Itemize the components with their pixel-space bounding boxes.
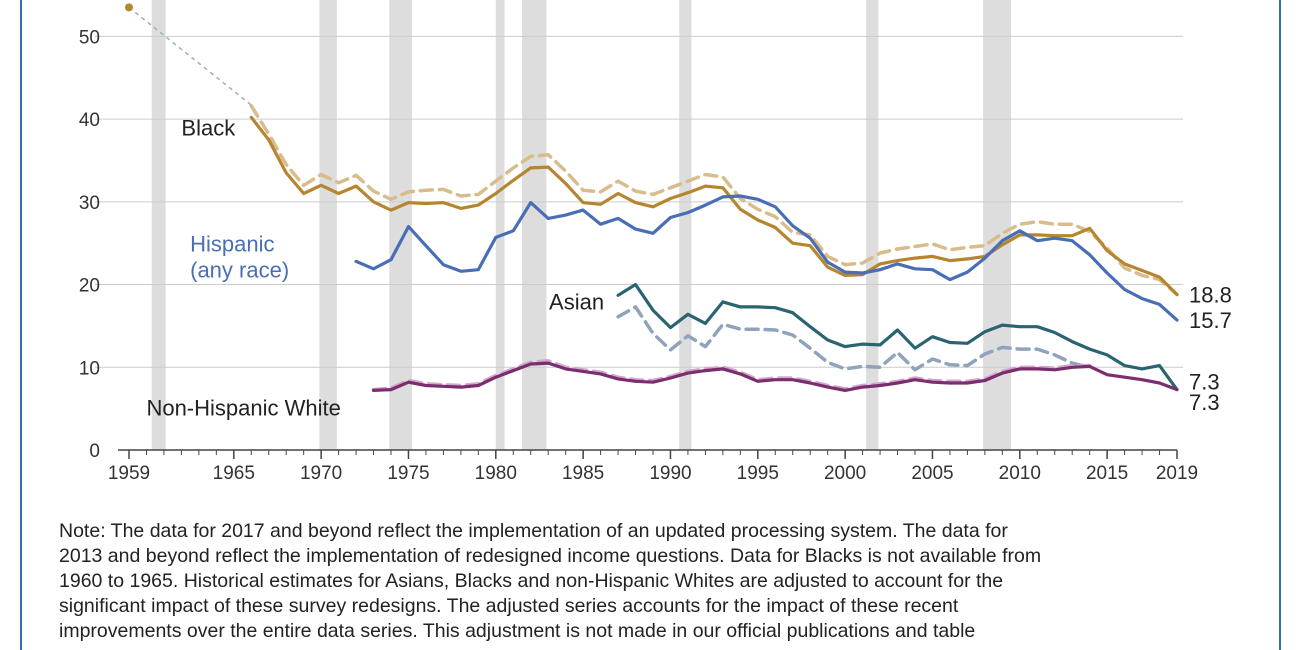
gridlines [95,35,1183,368]
series-line-asian-dashed [616,305,1092,372]
series-line-asian [616,282,1179,392]
x-tick-label: 2000 [824,463,866,484]
recession-band [151,0,166,450]
black-1959-point [125,3,133,12]
x-tick-label: 1959 [108,463,150,484]
recession-band [389,0,412,450]
end-value-label: 7.3 [1189,369,1220,394]
x-tick-label: 1965 [213,463,255,484]
x-tick-label: 1995 [737,463,779,484]
chart-note: Note: The data for 2017 and beyond refle… [59,520,1042,642]
right-frame-border [1279,0,1281,650]
y-tick-label: 40 [79,110,100,131]
x-tick-label: 2010 [999,463,1041,484]
x-tick-label: 2019 [1156,463,1198,484]
y-tick-label: 50 [79,27,100,48]
recession-band [319,0,337,450]
end-value-label: 7.3 [1189,390,1220,415]
x-tick-label: 1990 [649,463,691,484]
series-lines [125,3,1179,392]
recession-band [679,0,692,450]
axes: 0 10 20 30 40 50 1959 1965 1970 1975 1980 1985 1990 1… [79,27,1198,484]
poverty-rate-line-chart: 0 10 20 30 40 50 1959 1965 1970 1975 1980 1985 1990 1… [79,0,1232,484]
series-label-line: Non-Hispanic White [146,395,340,420]
recession-band [983,0,1012,450]
x-tick-label: 1985 [562,463,604,484]
series-label: Hispanic (any race) [190,231,289,282]
series-label-line: Hispanic [190,231,274,256]
series-line-black-dashed [249,104,1179,297]
left-frame-border [20,0,22,650]
series-line-hispanic [354,194,1179,322]
x-tick-label: 2015 [1086,463,1128,484]
series-label: Asian [549,289,604,314]
x-tick-label: 2005 [911,463,953,484]
recession-band [866,0,879,450]
x-tick-label: 1970 [300,463,342,484]
black-gap-dotted-line [128,6,252,106]
x-tick-label: 1975 [387,463,429,484]
y-tick-label: 10 [79,358,100,379]
y-tick-label: 20 [79,276,100,297]
series-label: Black [181,116,236,141]
series-label-line: Asian [549,289,604,314]
end-value-label: 18.8 [1189,282,1232,307]
series-labels: Black Hispanic (any race) Asian Non-Hispanic… [146,116,1231,421]
recession-band [522,0,547,450]
series-line-white [371,361,1179,392]
series-label-line: Black [181,116,236,141]
series-line-black [249,115,1179,297]
x-tick-label: 1980 [475,463,517,484]
series-label-line: (any race) [190,257,289,282]
y-tick-label: 30 [79,193,100,214]
y-tick-label: 0 [89,441,100,462]
recession-band [495,0,505,450]
end-value-label: 15.7 [1189,308,1232,333]
series-label: Non-Hispanic White [146,395,340,420]
recession-bands [151,0,1012,450]
